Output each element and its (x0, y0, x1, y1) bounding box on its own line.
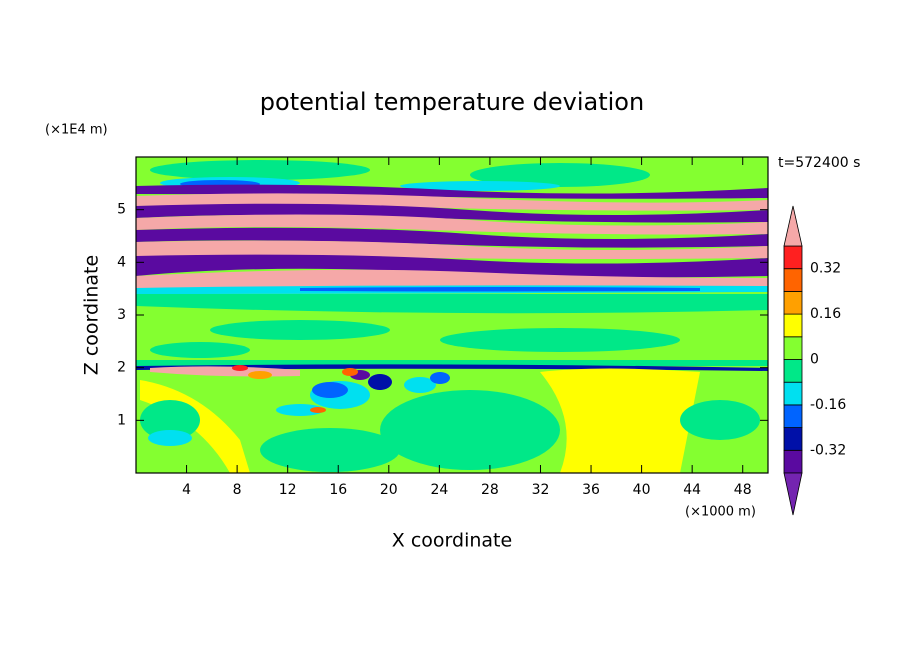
x-tick-label: 28 (481, 482, 499, 498)
y-tick-label: 2 (117, 360, 126, 376)
x-tick-label: 32 (532, 482, 550, 498)
field-region (136, 254, 768, 278)
colorbar-box (783, 245, 803, 270)
field-region (312, 382, 348, 398)
field-region (232, 365, 248, 371)
x-tick-label: 40 (633, 482, 651, 498)
field-region (136, 269, 768, 290)
x-tick-label: 20 (380, 482, 398, 498)
colorbar-box (783, 290, 803, 315)
field-region (470, 163, 650, 187)
colorbar-extend-high (783, 205, 803, 247)
field-region (380, 390, 560, 470)
x-tick-label: 8 (233, 482, 242, 498)
x-axis-label: X coordinate (392, 530, 512, 552)
colorbar-tick-label: 0.16 (810, 306, 841, 322)
field-region (136, 203, 768, 223)
field-region (136, 240, 768, 259)
field-region (136, 360, 768, 366)
y-tick-label: 1 (117, 412, 126, 428)
colorbar-box (783, 359, 803, 383)
x-tick-label: 44 (683, 482, 701, 498)
field-region (540, 368, 700, 473)
x-tick-label: 48 (734, 482, 752, 498)
field-region (440, 328, 680, 352)
colorbar-extend-low (783, 472, 803, 516)
y-tick-label: 5 (117, 202, 126, 218)
x-tick-label: 24 (430, 482, 448, 498)
field-region (148, 430, 192, 446)
colorbar-tick-label: -0.16 (810, 397, 846, 413)
x-tick-label: 16 (329, 482, 347, 498)
field-region (342, 368, 358, 376)
field-region (136, 294, 768, 314)
colorbar-tick-label: 0 (810, 352, 819, 368)
y-axis-label: Z coordinate (81, 255, 103, 375)
colorbar-tick-label: 0.32 (810, 261, 841, 277)
x-tick-label: 36 (582, 482, 600, 498)
field-region (150, 342, 250, 358)
colorbar-box (783, 268, 803, 292)
field-region (276, 404, 324, 416)
colorbar-box (783, 336, 803, 360)
field-region (368, 374, 392, 390)
field-region (310, 407, 326, 413)
y-unit: (×1E4 m) (45, 123, 108, 138)
field-region (248, 371, 272, 379)
field-region (430, 372, 450, 384)
field-region (404, 377, 436, 393)
field-region (140, 400, 200, 440)
colorbar-box (783, 427, 803, 451)
field-region (136, 227, 768, 248)
x-tick-label: 4 (182, 482, 191, 498)
annotation: t=572400 s (778, 155, 860, 171)
contour-field (136, 157, 768, 473)
field-region (150, 160, 370, 180)
field-region (300, 287, 700, 292)
y-tick-label: 3 (117, 307, 126, 323)
field-region (400, 181, 560, 191)
field-region (136, 193, 768, 211)
field-region (210, 320, 390, 340)
field-region (260, 428, 400, 472)
field-region (136, 214, 768, 235)
chart-title: potential temperature deviation (260, 88, 644, 116)
field-region (136, 184, 768, 199)
colorbar-tick-label: -0.32 (810, 442, 846, 458)
x-tick-label: 12 (279, 482, 297, 498)
x-unit: (×1000 m) (685, 505, 756, 520)
field-region (680, 400, 760, 440)
y-tick-label: 4 (117, 254, 126, 270)
colorbar-box (783, 449, 803, 474)
colorbar-box (783, 313, 803, 338)
colorbar-box (783, 404, 803, 428)
colorbar-box (783, 381, 803, 406)
